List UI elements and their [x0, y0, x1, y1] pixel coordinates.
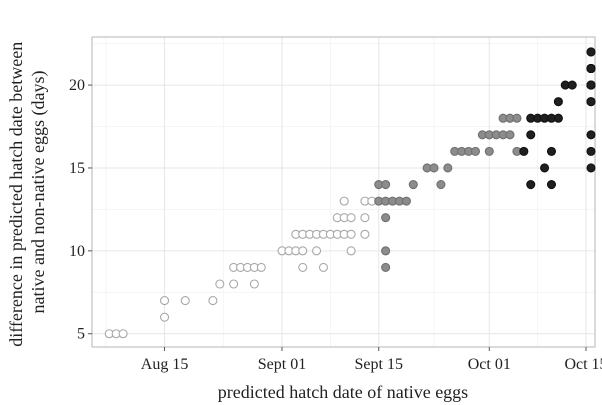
- data-points: [104, 47, 596, 339]
- data-point: [470, 146, 481, 156]
- data-point: [208, 296, 218, 306]
- data-point: [118, 329, 128, 339]
- data-point: [346, 246, 356, 256]
- data-point: [526, 179, 536, 190]
- data-point: [519, 146, 529, 156]
- data-point: [256, 262, 266, 272]
- data-point: [586, 47, 596, 57]
- data-point: [180, 296, 190, 306]
- x-axis-label: predicted hatch date of native eggs: [218, 382, 468, 402]
- data-point: [381, 179, 391, 190]
- data-point: [312, 246, 322, 256]
- data-point: [360, 213, 370, 223]
- data-point: [505, 130, 515, 140]
- y-axis-label: difference in predicted hatch date betwe…: [6, 37, 49, 347]
- y-tick-label: 5: [77, 326, 85, 343]
- data-point: [586, 163, 596, 173]
- x-axis: Aug 15 Sept 01 Sept 15 Oct 01 Oct 15: [141, 347, 602, 373]
- data-point: [512, 113, 522, 123]
- y-tick-label: 15: [69, 160, 85, 177]
- y-tick-label: 10: [69, 243, 85, 260]
- x-tick-label: Sept 15: [355, 356, 403, 373]
- data-point: [546, 146, 557, 156]
- data-point: [586, 63, 596, 74]
- data-point: [546, 179, 557, 190]
- data-point: [443, 163, 453, 173]
- data-point: [586, 80, 596, 90]
- data-point: [586, 146, 596, 156]
- x-tick-label: Oct 01: [468, 356, 511, 373]
- data-point: [159, 312, 170, 322]
- y-axis-label-line-1: difference in predicted hatch date betwe…: [6, 42, 26, 347]
- x-tick-label: Aug 15: [141, 356, 189, 373]
- data-point: [229, 279, 239, 289]
- data-point: [298, 246, 308, 256]
- data-point: [540, 163, 550, 173]
- y-tick-label: 20: [69, 77, 85, 94]
- data-point: [339, 196, 349, 206]
- data-point: [298, 262, 308, 272]
- data-point: [553, 113, 563, 123]
- data-point: [360, 229, 370, 239]
- data-point: [249, 279, 259, 289]
- data-point: [381, 262, 391, 272]
- data-point: [567, 80, 577, 90]
- x-tick-label: Oct 15: [564, 356, 602, 373]
- data-point: [553, 97, 563, 107]
- data-point: [429, 163, 439, 173]
- data-point: [381, 213, 391, 223]
- data-point: [586, 130, 596, 140]
- data-point: [401, 196, 411, 206]
- grid-lines: [92, 37, 595, 347]
- data-point: [159, 296, 170, 306]
- data-point: [436, 179, 446, 190]
- data-point: [381, 246, 391, 256]
- data-point: [526, 130, 536, 140]
- data-point: [318, 262, 329, 272]
- y-axis: 5 10 15 20: [69, 77, 92, 343]
- data-point: [346, 229, 356, 239]
- y-axis-label-line-2: native and non-native eggs (days): [28, 71, 49, 314]
- data-point: [586, 97, 596, 107]
- plot-panel: [91, 36, 596, 348]
- data-point: [484, 146, 494, 156]
- data-point: [215, 279, 225, 289]
- data-point: [408, 179, 418, 190]
- x-tick-label: Sept 01: [258, 356, 306, 373]
- data-point: [346, 213, 356, 223]
